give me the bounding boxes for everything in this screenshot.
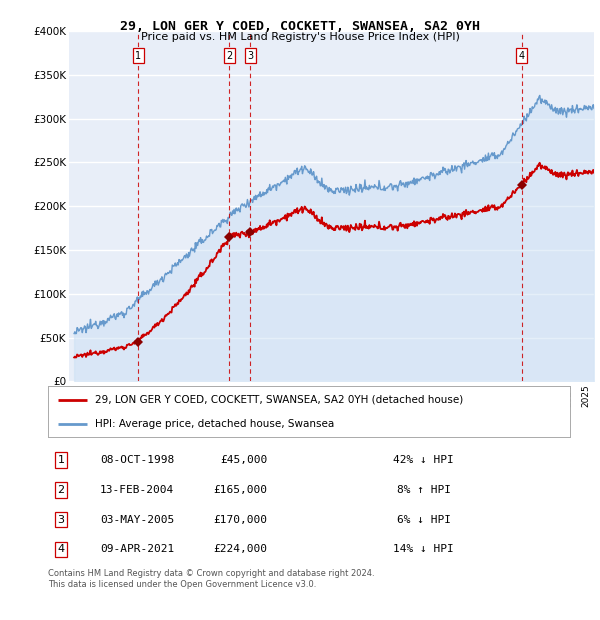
Text: Contains HM Land Registry data © Crown copyright and database right 2024.
This d: Contains HM Land Registry data © Crown c…	[48, 569, 374, 588]
Text: 29, LON GER Y COED, COCKETT, SWANSEA, SA2 0YH (detached house): 29, LON GER Y COED, COCKETT, SWANSEA, SA…	[95, 395, 463, 405]
Text: 1: 1	[136, 50, 142, 61]
Text: 42% ↓ HPI: 42% ↓ HPI	[394, 455, 454, 465]
Text: 1: 1	[58, 455, 65, 465]
Text: 29, LON GER Y COED, COCKETT, SWANSEA, SA2 0YH: 29, LON GER Y COED, COCKETT, SWANSEA, SA…	[120, 20, 480, 33]
Text: 08-OCT-1998: 08-OCT-1998	[100, 455, 175, 465]
Text: 2: 2	[226, 50, 233, 61]
Text: 09-APR-2021: 09-APR-2021	[100, 544, 175, 554]
Text: 13-FEB-2004: 13-FEB-2004	[100, 485, 175, 495]
Text: 03-MAY-2005: 03-MAY-2005	[100, 515, 175, 525]
Text: £170,000: £170,000	[213, 515, 267, 525]
Text: 4: 4	[58, 544, 65, 554]
Text: 3: 3	[58, 515, 65, 525]
Text: 4: 4	[519, 50, 525, 61]
Text: 6% ↓ HPI: 6% ↓ HPI	[397, 515, 451, 525]
Text: £165,000: £165,000	[213, 485, 267, 495]
Text: Price paid vs. HM Land Registry's House Price Index (HPI): Price paid vs. HM Land Registry's House …	[140, 32, 460, 42]
Text: £45,000: £45,000	[220, 455, 267, 465]
Text: HPI: Average price, detached house, Swansea: HPI: Average price, detached house, Swan…	[95, 419, 334, 430]
Text: 8% ↑ HPI: 8% ↑ HPI	[397, 485, 451, 495]
Text: 3: 3	[247, 50, 253, 61]
Text: £224,000: £224,000	[213, 544, 267, 554]
Text: 2: 2	[58, 485, 65, 495]
Text: 14% ↓ HPI: 14% ↓ HPI	[394, 544, 454, 554]
